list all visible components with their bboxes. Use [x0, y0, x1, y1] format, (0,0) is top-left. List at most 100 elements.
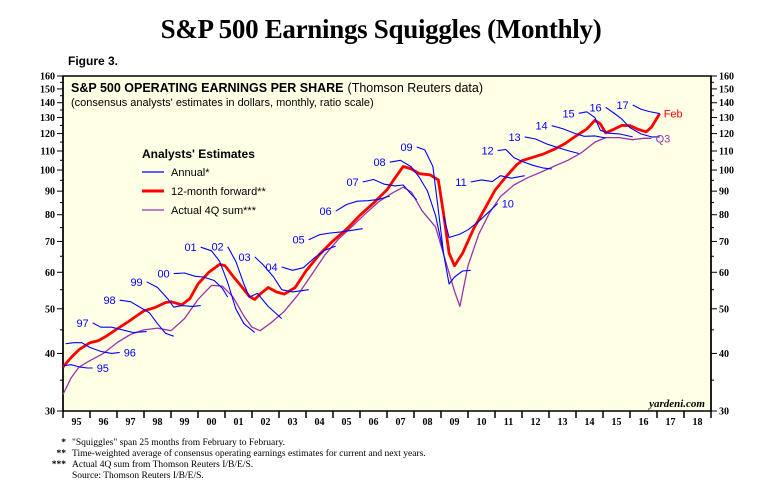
squiggle-line-97 [92, 322, 147, 334]
chart-subtitle: (consensus analysts' estimates in dollar… [71, 97, 374, 109]
y-tick-label-left: 100 [40, 166, 55, 177]
footnote-4: Source: Thomson Reuters I/B/E/S. [40, 471, 204, 481]
end-label-feb: Feb [664, 109, 683, 121]
y-tick-label-left: 90 [45, 187, 55, 198]
y-tick-label-right: 130 [719, 113, 734, 124]
chart-title-main: S&P 500 OPERATING EARNINGS PER SHARE [71, 81, 344, 95]
squiggle-label-01: 01 [184, 242, 196, 254]
y-tick-label-left: 130 [40, 113, 55, 124]
x-tick-label: 99 [180, 417, 190, 428]
footnote-mark: ** [56, 449, 67, 459]
legend-label-actual: Actual 4Q sum*** [171, 205, 257, 217]
footnote-text: Actual 4Q sum from Thomson Reuters I/B/E… [72, 460, 254, 470]
footnote-text: Time-weighted average of consensus opera… [72, 449, 426, 459]
series-line-12-month-forward [61, 112, 661, 368]
y-tick-label-left: 60 [45, 268, 55, 279]
y-tick-label-left: 40 [45, 349, 55, 360]
squiggle-label-14: 14 [535, 121, 547, 133]
squiggle-label-09: 09 [400, 142, 412, 154]
y-tick-label-right: 140 [719, 98, 734, 109]
squiggle-label-05: 05 [292, 235, 304, 247]
x-tick-label: 05 [342, 417, 352, 428]
squiggle-line-16 [605, 106, 660, 138]
squiggle-line-13 [524, 136, 579, 155]
squiggle-line-00 [173, 272, 229, 298]
y-tick-label-right: 80 [719, 210, 729, 221]
squiggle-line-11 [470, 175, 525, 183]
legend-label-annual: Annual* [171, 167, 210, 179]
y-tick-label-right: 90 [719, 187, 729, 198]
y-tick-label-left: 110 [41, 146, 55, 157]
squiggle-label-96: 96 [124, 347, 136, 359]
legend: Analysts' Estimates Annual* 12-month for… [142, 147, 266, 217]
squiggle-label-08: 08 [373, 157, 385, 169]
squiggle-label-02: 02 [211, 242, 223, 254]
x-tick-label: 06 [369, 417, 379, 428]
squiggle-line-07 [362, 178, 418, 201]
squiggle-label-00: 00 [157, 269, 169, 281]
y-tick-label-right: 160 [719, 72, 734, 83]
x-tick-label: 95 [72, 417, 82, 428]
squiggle-label-98: 98 [103, 295, 115, 307]
squiggle-line-99 [146, 281, 201, 308]
y-tick-label-right: 60 [719, 268, 729, 279]
y-tick-label-left: 80 [45, 210, 55, 221]
footnote-3: *** Actual 4Q sum from Thomson Reuters I/… [40, 460, 253, 470]
x-tick-label: 00 [207, 417, 217, 428]
squiggle-line-02 [227, 246, 283, 320]
squiggle-line-06 [335, 195, 390, 212]
squiggle-line-04 [281, 245, 336, 271]
squiggle-label-16: 16 [589, 102, 601, 114]
squiggle-line-08 [389, 159, 445, 254]
y-tick-label-left: 160 [40, 72, 55, 83]
x-tick-label: 11 [504, 417, 513, 428]
y-tick-label-right: 150 [719, 84, 734, 95]
squiggle-label-11: 11 [455, 177, 466, 189]
x-axis: 95 96 97 98 99 00 01 02 03 04 05 06 07 08 09 10 11 12 13 14… [62, 411, 712, 428]
y-tick-label-right: 110 [719, 146, 733, 157]
squiggle-label-13: 13 [508, 132, 520, 144]
footnote-1: * "Squiggles" span 25 months from Februar… [40, 438, 285, 448]
x-tick-label: 98 [153, 417, 163, 428]
squiggle-label-04: 04 [265, 262, 277, 274]
squiggle-label-10: 10 [502, 199, 514, 211]
x-tick-label: 02 [261, 417, 271, 428]
x-tick-label: 13 [558, 417, 568, 428]
chart-title-suffix: (Thomson Reuters data) [348, 81, 483, 95]
y-tick-label-left: 140 [40, 98, 55, 109]
footnote-mark: * [61, 438, 66, 448]
squiggle-line-10 [443, 203, 499, 239]
x-tick-label: 01 [234, 417, 244, 428]
squiggle-layer [62, 104, 660, 369]
x-tick-label: 03 [288, 417, 298, 428]
x-tick-label: 14 [585, 417, 595, 428]
squiggle-label-97: 97 [76, 318, 88, 330]
y-tick-label-right: 50 [719, 304, 729, 315]
footnote-mark: *** [51, 460, 66, 470]
squiggle-line-03 [254, 256, 309, 293]
y-tick-label-right: 70 [719, 237, 729, 248]
y-tick-label-right: 120 [719, 129, 734, 140]
squiggle-label-12: 12 [481, 146, 493, 158]
y-tick-label-left: 30 [45, 407, 55, 418]
squiggle-line-01 [200, 246, 256, 333]
x-tick-label: 17 [666, 417, 676, 428]
x-tick-label: 12 [531, 417, 541, 428]
squiggle-label-07: 07 [346, 177, 358, 189]
x-tick-label: 97 [126, 417, 136, 428]
squiggle-line-98 [119, 299, 174, 337]
squiggle-line-05 [308, 228, 363, 241]
squiggle-label-99: 99 [130, 277, 142, 289]
y-tick-label-right: 40 [719, 349, 729, 360]
x-tick-label: 10 [477, 417, 487, 428]
squiggle-line-14 [551, 125, 606, 139]
squiggle-line-95 [62, 364, 93, 369]
labels-layer: 95 96 97 98 99 00 01 02 03 04 05 06 07 08 09 10 11 12 13 14… [76, 100, 682, 375]
footnote-text: Source: Thomson Reuters I/B/E/S. [72, 471, 204, 481]
y-tick-label-left: 120 [40, 129, 55, 140]
x-tick-label: 04 [315, 417, 325, 428]
x-tick-label: 09 [450, 417, 460, 428]
x-tick-label: 15 [612, 417, 622, 428]
